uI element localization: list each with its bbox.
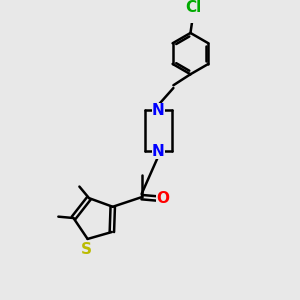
Text: Cl: Cl bbox=[185, 0, 201, 15]
Text: N: N bbox=[152, 144, 165, 159]
Text: N: N bbox=[152, 103, 165, 118]
Text: O: O bbox=[156, 191, 169, 206]
Text: S: S bbox=[81, 242, 92, 257]
